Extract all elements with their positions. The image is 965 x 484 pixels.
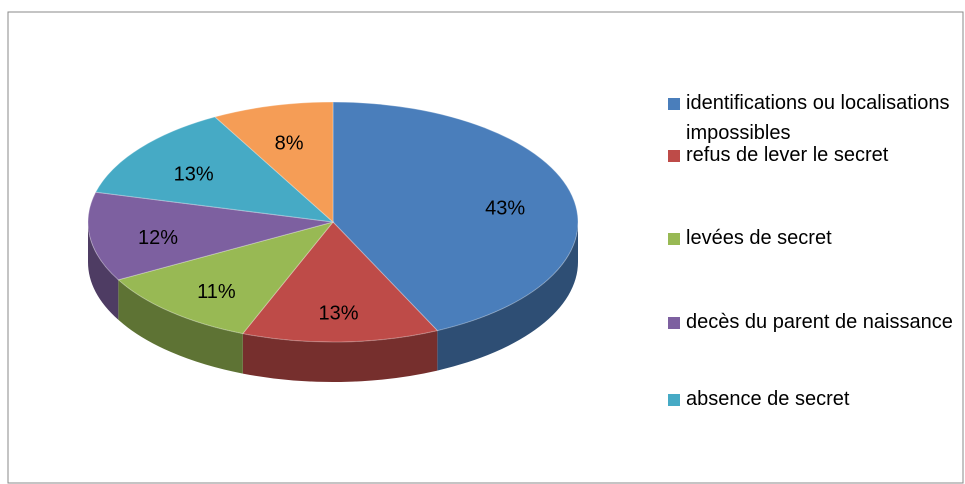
legend-entry: identifications ou localisations impossi… <box>668 88 965 148</box>
slice <box>213 101 334 224</box>
legend-swatch <box>668 150 680 162</box>
data-label: 8% <box>275 133 304 155</box>
slice <box>87 191 334 281</box>
legend-swatch <box>668 233 680 245</box>
slice <box>332 101 579 332</box>
slice <box>241 221 439 343</box>
legend-label: levées de secret <box>686 227 832 249</box>
data-label: 13% <box>319 303 359 325</box>
data-label: 12% <box>138 227 178 249</box>
legend-swatch <box>668 98 680 110</box>
legend-label: decès du parent de naissance <box>686 311 953 333</box>
data-label: 13% <box>174 163 214 185</box>
slice <box>117 221 335 335</box>
slice-side <box>88 222 119 320</box>
slice-side <box>242 330 438 382</box>
frame <box>7 11 964 484</box>
legend-label: refus de lever le secret <box>686 144 889 166</box>
legend-swatch <box>668 394 680 406</box>
legend-label: identifications ou localisations impossi… <box>686 92 950 144</box>
legend-swatch <box>668 317 680 329</box>
data-label: 43% <box>485 197 525 219</box>
slice-side <box>118 279 243 374</box>
legend-entry: levées de secret <box>668 223 965 253</box>
slice <box>94 116 335 223</box>
data-label: 11% <box>197 281 236 303</box>
legend-entry: decès du parent de naissance <box>668 307 965 337</box>
slice-side <box>437 222 578 371</box>
legend-entry: refus de lever le secret <box>668 140 965 170</box>
legend-label: absence de secret <box>686 388 850 410</box>
legend-entry: absence de secret <box>668 384 965 414</box>
